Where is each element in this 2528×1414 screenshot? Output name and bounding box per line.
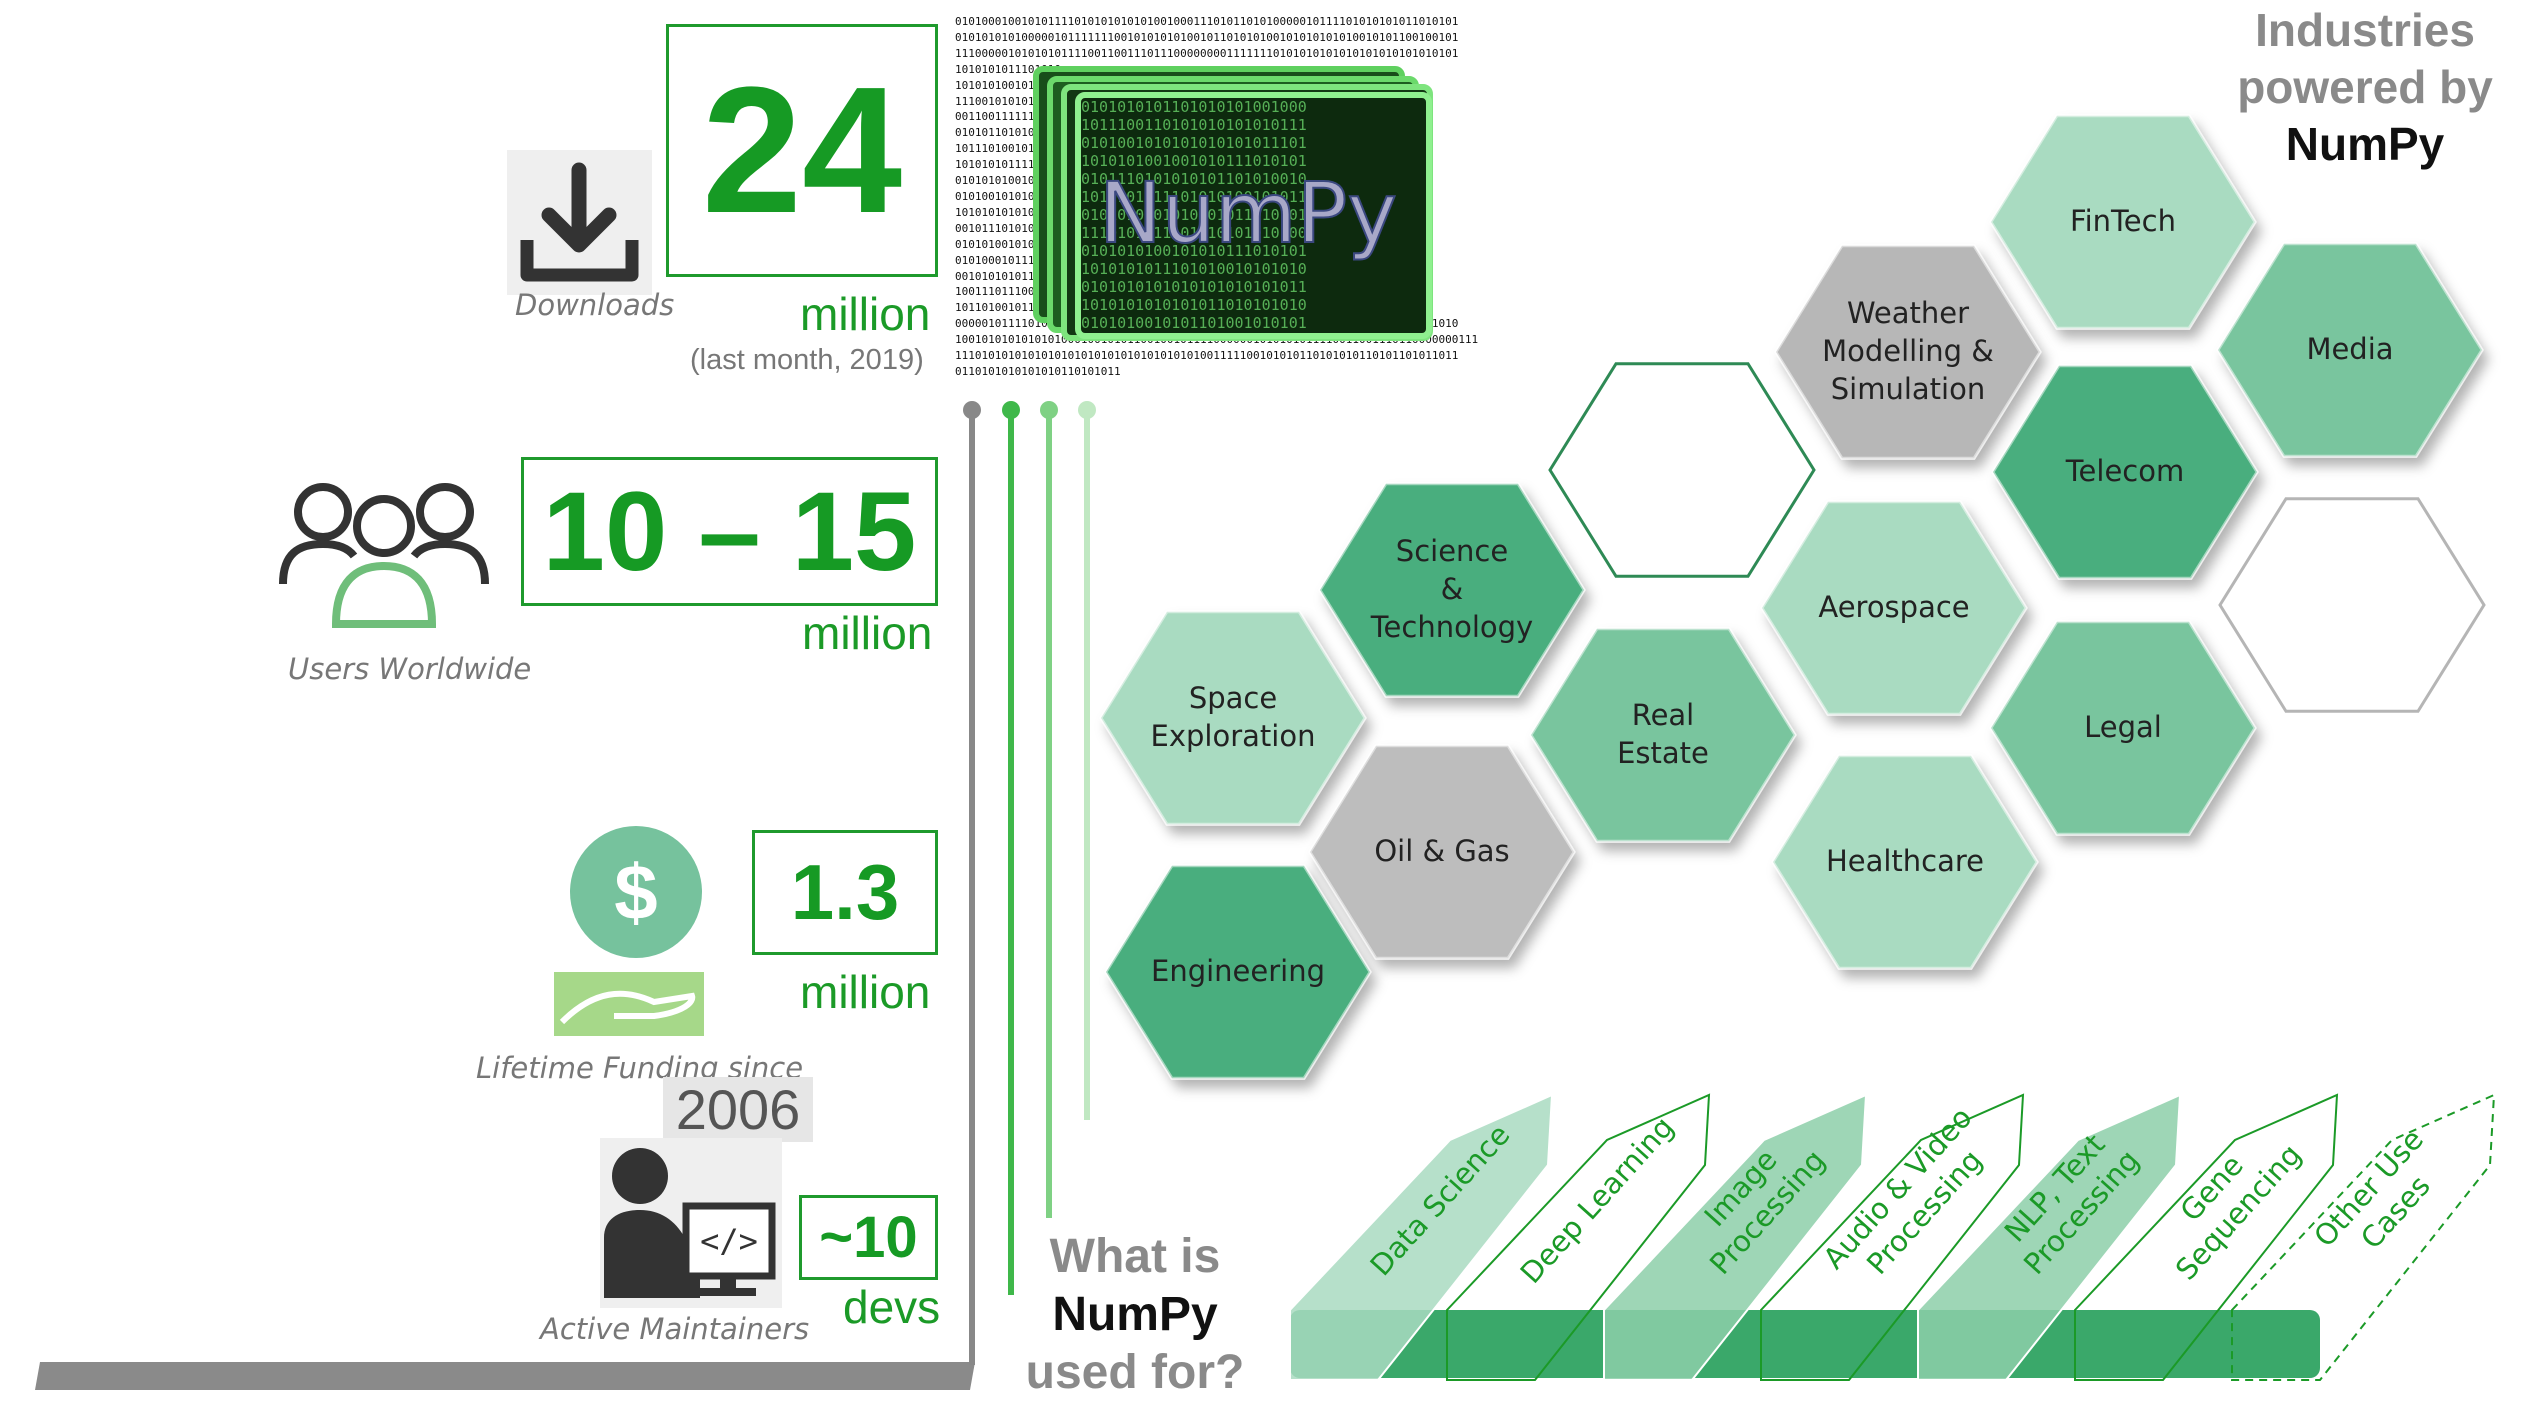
users-caption: Users Worldwide [288,652,532,686]
use-data-science-shape [1289,1093,1554,1381]
industries-title-line1: Industries [2255,4,2475,56]
downloads-value: 24 [701,50,903,251]
hex-telecom-label: Telecom [2065,454,2185,489]
uses-question-line3: used for? [1025,1346,1245,1399]
dollar-icon: $ [570,826,702,958]
uses-question: What is NumPy used for? [1010,1228,1260,1402]
uses-question-line2: NumPy [1052,1288,1218,1341]
devs-unit: devs [843,1281,941,1333]
users-icon [279,483,489,628]
use-nlp-shape [1917,1093,2182,1381]
devs-caption: Active Maintainers [540,1312,810,1346]
timeline-dot-gray [963,401,981,419]
developer-icon: </> [604,1148,776,1298]
hex-fintech-shape [1989,114,2257,330]
numpy-logo-text: NumPy [1098,163,1398,263]
hex-weather-label: Weather Modelling & Simulation [1822,296,1994,406]
use-gene-sequencing-shape [2074,1093,2339,1381]
hex-legal-shape [1989,620,2257,836]
hex-science-shape [1318,482,1586,698]
downloads-caption: Downloads [515,288,675,322]
industries-title-line3: NumPy [2285,118,2445,170]
users-value-box: 10 – 15 [521,457,938,606]
hex-empty-2-shape [2218,497,2486,713]
use-deep-learning-shape [1446,1093,1711,1381]
industries-title-line2: powered by [2237,61,2493,113]
hex-aerospace-shape [1760,500,2028,716]
downloads-note: (last month, 2019) [690,344,924,376]
download-icon-tile [507,150,652,295]
hex-media-shape [2216,242,2484,458]
numpy-logo: 0101000100101011110101010101010010001110… [955,14,1520,394]
hex-oil-gas-label: Oil & Gas [1374,834,1510,869]
hand-icon [554,972,704,1036]
download-icon [520,162,639,282]
hex-legal-label: Legal [2084,710,2162,745]
users-unit: million [802,607,933,659]
use-audio-video-shape [1760,1093,2025,1381]
logo-card-front: 0101010101101010101001000 10111001101010… [1075,92,1432,339]
devs-value-box: ~10 [799,1195,938,1280]
funding-value-box: 1.3 [752,830,938,955]
hex-engineering-shape [1104,864,1372,1080]
industries-title: Industries powered by NumPy [2215,2,2515,173]
uses-base-bar [1290,1310,2320,1378]
hex-science-label: Science & Technology [1370,534,1534,644]
use-image-processing-shape [1603,1093,1868,1381]
svg-text:</>: </> [700,1222,758,1260]
downloads-unit: million [800,288,931,340]
hex-aerospace-label: Aerospace [1818,590,1970,625]
hex-oil-gas-shape [1308,744,1576,960]
hex-real-estate-shape [1529,627,1797,843]
timeline-base-bar [35,1362,975,1390]
funding-icon: $ [552,826,704,1036]
devs-value: ~10 [819,1205,918,1270]
hex-fintech-label: FinTech [2070,204,2176,239]
downloads-value-box: 24 [666,24,938,277]
hex-real-estate-label: Real Estate [1617,698,1709,770]
timeline-dot-palegreen [1078,401,1096,419]
hex-healthcare-label: Healthcare [1825,844,1985,879]
uses-question-line1: What is [1049,1230,1221,1283]
hex-engineering-label: Engineering [1151,954,1325,989]
funding-unit: million [800,966,931,1018]
hex-telecom-shape [1991,364,2259,580]
users-value: 10 – 15 [542,469,917,594]
hex-space-shape [1099,610,1367,826]
hex-healthcare-shape [1771,754,2039,970]
funding-year: 2006 [663,1077,813,1142]
hex-space-label: Space Exploration [1150,681,1316,753]
developer-icon-tile: </> [600,1138,782,1308]
hex-media-label: Media [2306,332,2394,367]
timeline-dot-lightgreen [1040,401,1058,419]
timeline-dot-green [1002,401,1020,419]
hex-empty-1-shape [1548,362,1816,578]
funding-value: 1.3 [790,848,900,936]
use-other-shape [2231,1093,2496,1381]
hex-weather-shape [1774,244,2042,460]
